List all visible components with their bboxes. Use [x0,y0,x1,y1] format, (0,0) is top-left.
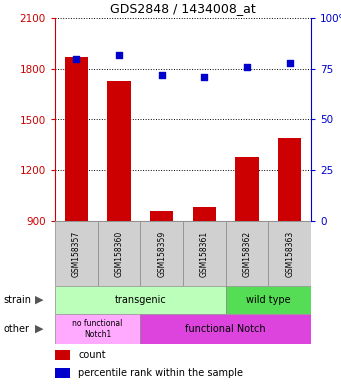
Point [244,64,250,70]
Bar [55,350,70,360]
Text: GSM158357: GSM158357 [72,230,81,276]
Text: wild type: wild type [246,295,291,305]
Text: GSM158363: GSM158363 [285,230,294,276]
Bar [98,221,140,286]
Text: no functional
Notch1: no functional Notch1 [73,319,123,339]
Text: ▶: ▶ [34,324,43,334]
Text: GSM158362: GSM158362 [242,230,252,276]
Point [116,51,122,58]
Title: GDS2848 / 1434008_at: GDS2848 / 1434008_at [110,2,256,15]
Bar [150,211,174,221]
Bar [183,221,226,286]
Point [74,56,79,62]
Text: strain: strain [3,295,31,305]
Text: GSM158359: GSM158359 [157,230,166,276]
Text: transgenic: transgenic [115,295,166,305]
Point [202,74,207,80]
Point [287,60,292,66]
Text: count: count [78,350,106,360]
Point [159,72,164,78]
Bar [64,57,88,221]
Bar [55,314,140,344]
Bar [226,286,311,314]
Bar [268,221,311,286]
Text: other: other [3,324,29,334]
Bar [193,207,216,221]
Text: ▶: ▶ [34,295,43,305]
Text: percentile rank within the sample: percentile rank within the sample [78,368,243,378]
Bar [55,286,226,314]
Bar [140,314,311,344]
Bar [140,221,183,286]
Bar [107,81,131,221]
Bar [55,368,70,378]
Bar [235,157,259,221]
Bar [55,221,98,286]
Text: GSM158360: GSM158360 [115,230,123,276]
Text: GSM158361: GSM158361 [200,230,209,276]
Text: functional Notch: functional Notch [186,324,266,334]
Bar [278,138,301,221]
Bar [226,221,268,286]
